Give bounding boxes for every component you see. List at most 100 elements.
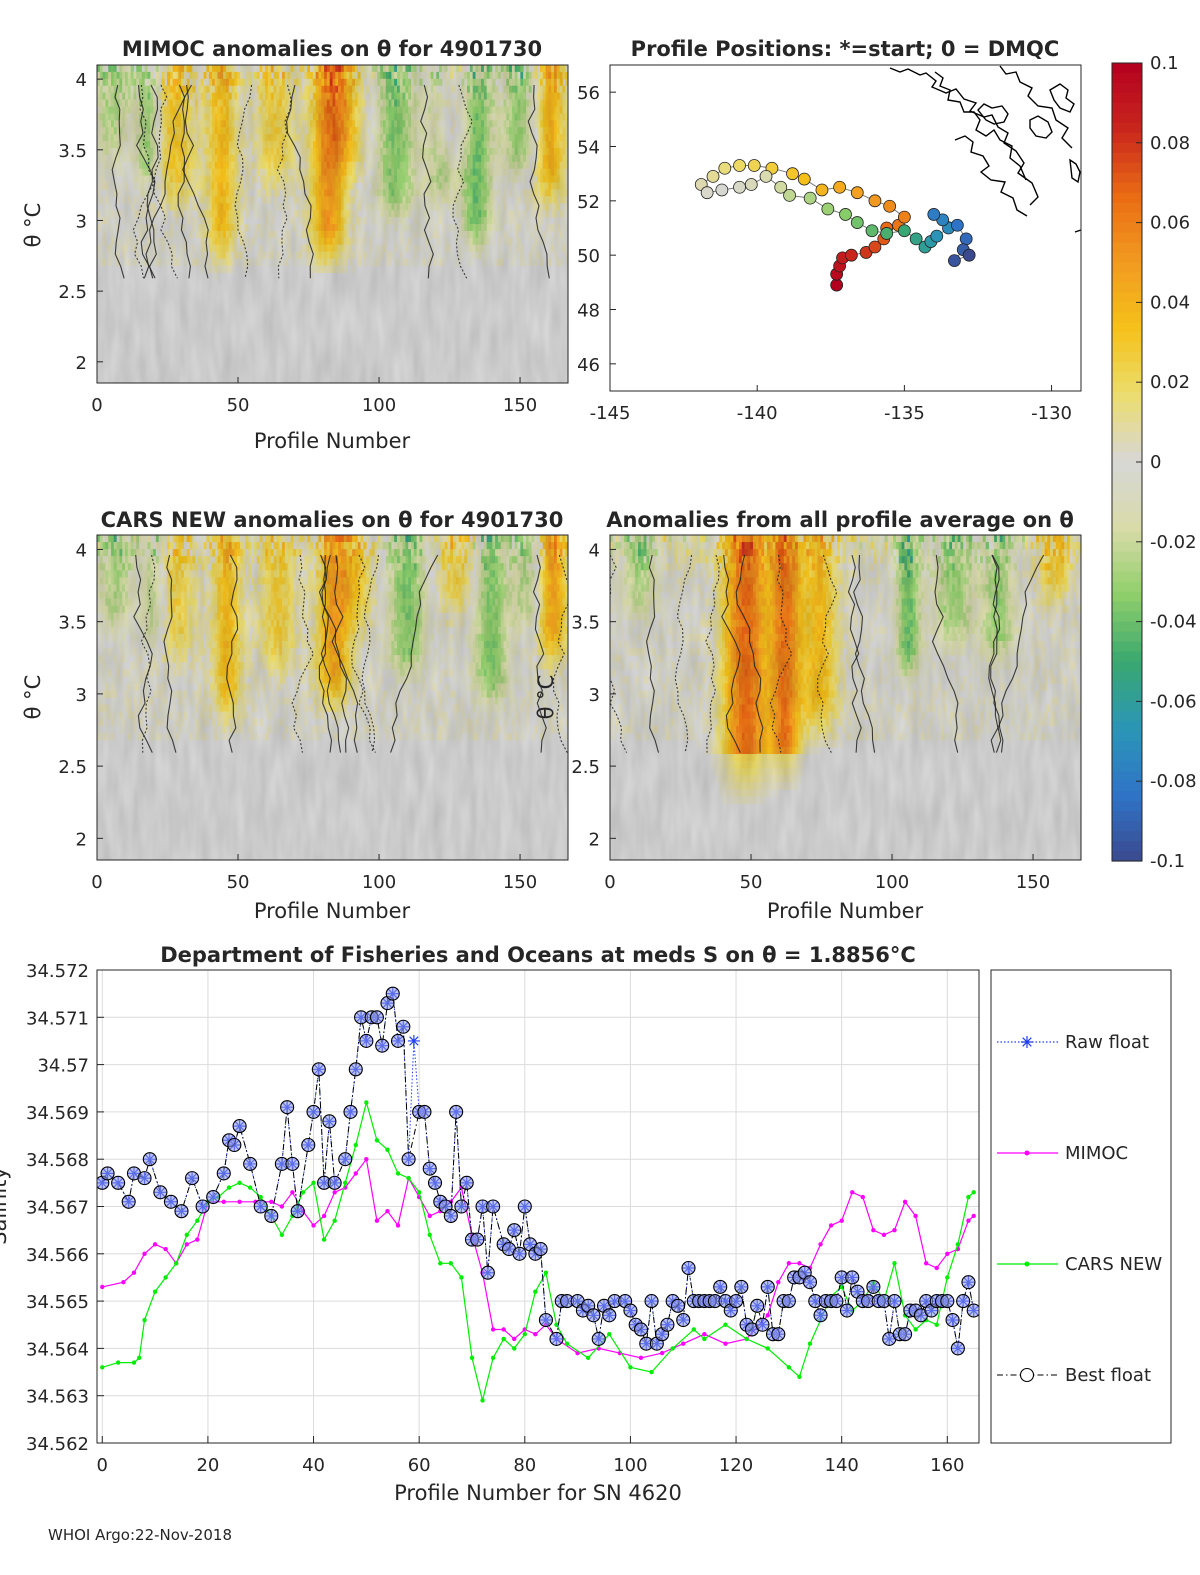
mimoc-panel: MIMOC anomalies on θ for 4901730 0 50 100 1… [21, 37, 569, 453]
colorbar-cell [1112, 112, 1142, 124]
colorbar-cell [1112, 591, 1142, 603]
colorbar-cell [1112, 821, 1142, 832]
colorbar-tick-label: -0.1 [1150, 851, 1185, 872]
y-tick-label: 56 [577, 83, 600, 104]
colorbar-tick-label: 0.04 [1150, 292, 1190, 313]
colorbar-cell [1112, 202, 1142, 214]
colorbar-cell [1112, 212, 1142, 224]
y-tick-label: 2.5 [58, 282, 87, 303]
profile-position-marker [747, 159, 761, 172]
colorbar-cell [1112, 631, 1142, 643]
colorbar-cell [1112, 242, 1142, 254]
colorbar-cell [1112, 531, 1142, 543]
contour-line [143, 84, 192, 279]
contour-line [420, 84, 434, 279]
colorbar-cell [1112, 352, 1142, 363]
colorbar-gradient [1112, 63, 1142, 862]
colorbar-cell [1112, 182, 1142, 194]
y-tick-label: 46 [577, 355, 600, 376]
colorbar-tick-label: 0.02 [1150, 372, 1190, 393]
colorbar-cell [1112, 831, 1142, 842]
profile-position-marker [715, 183, 729, 197]
coastline [889, 65, 1082, 233]
colorbar-cell [1112, 312, 1142, 323]
positions-axes [609, 64, 1082, 392]
contour-line [286, 84, 314, 279]
profile-position-marker [718, 161, 732, 175]
colorbar-cell [1112, 342, 1142, 353]
colorbar-cell [1112, 462, 1142, 473]
colorbar-cell [1112, 392, 1142, 403]
profile-position-marker [786, 167, 799, 181]
colorbar-cell [1112, 661, 1142, 673]
colorbar-cell [1112, 282, 1142, 294]
x-tick-label: -140 [737, 403, 778, 424]
colorbar-cell [1112, 791, 1142, 802]
profile-position-marker [803, 191, 817, 205]
colorbar-cell [1112, 332, 1142, 343]
colorbar-cell [1112, 601, 1142, 613]
x-tick-label: 50 [227, 395, 250, 416]
contour-line [234, 84, 253, 279]
colorbar-tick-label: 0.06 [1150, 213, 1190, 234]
colorbar-cell [1112, 681, 1142, 693]
profile-position-marker [930, 229, 944, 243]
profile-position-marker [868, 194, 882, 208]
colorbar-cell [1112, 731, 1142, 742]
colorbar-cell [1112, 382, 1142, 393]
colorbar-cell [1112, 721, 1142, 732]
colorbar-cell [1112, 761, 1142, 772]
profile-position-marker [744, 178, 758, 191]
colorbar-cell [1112, 362, 1142, 373]
mimoc-ylabel: θ °C [21, 203, 45, 248]
colorbar-cell [1112, 152, 1142, 164]
profile-position-marker [880, 227, 894, 240]
profile-position-marker [865, 224, 879, 238]
colorbar-cell [1112, 671, 1142, 683]
cars-panel: CARS NEW anomalies on θ for 4901730 0 50 1… [21, 508, 569, 923]
contour-line [276, 84, 292, 279]
y-tick-label: 3 [76, 211, 87, 232]
cars-title: CARS NEW anomalies on θ for 4901730 [101, 508, 564, 532]
colorbar-cell [1112, 82, 1142, 94]
x-tick-label: 150 [503, 395, 537, 416]
colorbar-cell [1112, 162, 1142, 174]
colorbar-cell [1112, 841, 1142, 852]
y-tick-label: 54 [577, 138, 600, 159]
colorbar-cell [1112, 641, 1142, 653]
colorbar-tick-label: 0.1 [1150, 53, 1179, 74]
colorbar-cell [1112, 571, 1142, 583]
x-tick-label: 100 [362, 395, 396, 416]
profile-position-marker [909, 232, 923, 246]
colorbar-cell [1112, 551, 1142, 563]
colorbar-cell [1112, 781, 1142, 792]
positions-markers [694, 159, 976, 292]
profile-position-marker [959, 232, 973, 246]
colorbar-cell [1112, 142, 1142, 154]
contour-line [146, 84, 159, 279]
contour-line [527, 84, 550, 279]
colorbar-ticks: 0.10.080.060.040.020-0.02-0.04-0.06-0.08… [1136, 53, 1197, 872]
profile-position-marker [759, 169, 773, 183]
colorbar-cell [1112, 412, 1142, 423]
x-tick-label: -135 [884, 403, 925, 424]
profile-position-marker [897, 224, 911, 238]
colorbar-cell [1112, 272, 1142, 284]
profile-position-marker [706, 169, 720, 183]
colorbar-cell [1112, 222, 1142, 234]
cars-heatmap [97, 535, 568, 860]
colorbar-cell [1112, 292, 1142, 303]
colorbar-cell [1112, 491, 1142, 503]
profile-position-marker [733, 159, 746, 172]
colorbar-cell [1112, 751, 1142, 762]
y-tick-label: 3.5 [58, 141, 87, 162]
colorbar-cell [1112, 691, 1142, 702]
colorbar-cell [1112, 651, 1142, 663]
colorbar-tick-label: -0.04 [1150, 612, 1197, 633]
profile-position-marker [927, 208, 941, 221]
colorbar-cell [1112, 452, 1142, 463]
colorbar-cell [1112, 541, 1142, 553]
contour-line [153, 84, 178, 279]
